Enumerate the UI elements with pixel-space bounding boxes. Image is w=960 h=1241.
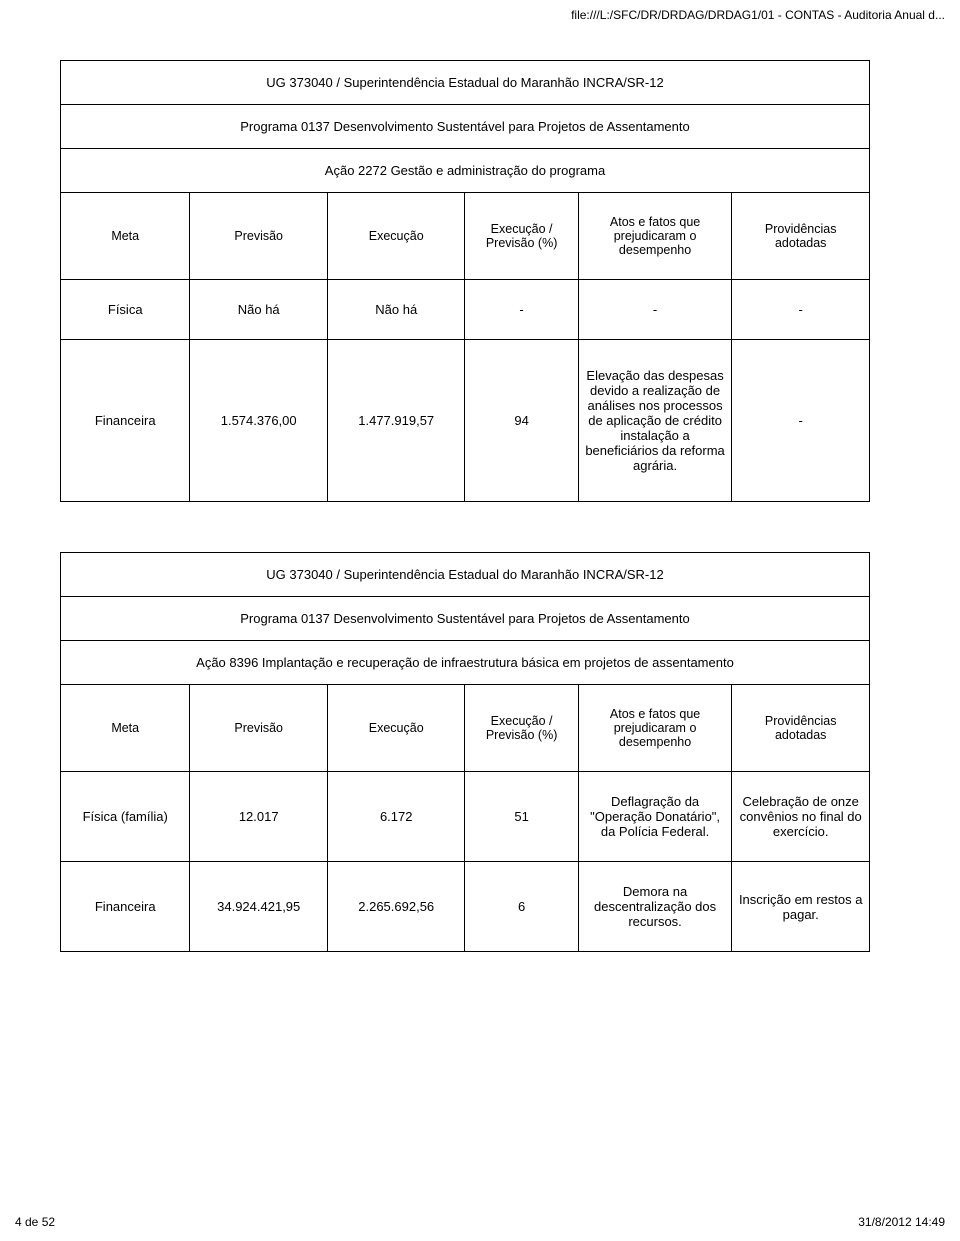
data-table-2: UG 373040 / Superintendência Estadual do… xyxy=(60,552,870,952)
table1-row1-exec-prev: - xyxy=(465,280,578,340)
table1-col-exec-prev: Execução / Previsão (%) xyxy=(465,193,578,280)
table1-row2-meta: Financeira xyxy=(61,340,190,502)
document-page: file:///L:/SFC/DR/DRDAG/DRDAG1/01 - CONT… xyxy=(0,0,960,1241)
table2-col-exec-prev: Execução / Previsão (%) xyxy=(465,685,578,772)
table2-action: Ação 8396 Implantação e recuperação de i… xyxy=(61,641,870,685)
table2-row1-previsao: 12.017 xyxy=(190,772,328,862)
table1-row1-providencias: - xyxy=(732,280,870,340)
footer-timestamp: 31/8/2012 14:49 xyxy=(858,1215,945,1229)
table2-row1-meta: Física (família) xyxy=(61,772,190,862)
table1-col-previsao: Previsão xyxy=(190,193,328,280)
table2-col-providencias: Providências adotadas xyxy=(732,685,870,772)
table1-action: Ação 2272 Gestão e administração do prog… xyxy=(61,149,870,193)
data-table-1: UG 373040 / Superintendência Estadual do… xyxy=(60,60,870,502)
header-file-path: file:///L:/SFC/DR/DRDAG/DRDAG1/01 - CONT… xyxy=(571,8,945,22)
table2-col-meta: Meta xyxy=(61,685,190,772)
table1-col-execucao: Execução xyxy=(327,193,465,280)
table2-row1-exec-prev: 51 xyxy=(465,772,578,862)
table1-row2-previsao: 1.574.376,00 xyxy=(190,340,328,502)
table2-program: Programa 0137 Desenvolvimento Sustentáve… xyxy=(61,597,870,641)
table1-row2-exec-prev: 94 xyxy=(465,340,578,502)
table1-row2-execucao: 1.477.919,57 xyxy=(327,340,465,502)
table1-row2-providencias: - xyxy=(732,340,870,502)
table1-col-atos: Atos e fatos que prejudicaram o desempen… xyxy=(578,193,732,280)
table2-row2-execucao: 2.265.692,56 xyxy=(327,862,465,952)
table2-title: UG 373040 / Superintendência Estadual do… xyxy=(61,553,870,597)
table2-col-atos: Atos e fatos que prejudicaram o desempen… xyxy=(578,685,732,772)
table2-row1-execucao: 6.172 xyxy=(327,772,465,862)
table2-row1-atos: Deflagração da "Operação Donatário", da … xyxy=(578,772,732,862)
table1-row1-execucao: Não há xyxy=(327,280,465,340)
table2-row1-providencias: Celebração de onze convênios no final do… xyxy=(732,772,870,862)
table1-row1-previsao: Não há xyxy=(190,280,328,340)
table2-row2-meta: Financeira xyxy=(61,862,190,952)
table2-row2-previsao: 34.924.421,95 xyxy=(190,862,328,952)
table2-row2-providencias: Inscrição em restos a pagar. xyxy=(732,862,870,952)
table2-row2-exec-prev: 6 xyxy=(465,862,578,952)
table1-row2-atos: Elevação das despesas devido a realizaçã… xyxy=(578,340,732,502)
table1-row1-atos: - xyxy=(578,280,732,340)
table1-title: UG 373040 / Superintendência Estadual do… xyxy=(61,61,870,105)
table-block-1: UG 373040 / Superintendência Estadual do… xyxy=(60,60,870,502)
table1-col-providencias: Providências adotadas xyxy=(732,193,870,280)
table1-program: Programa 0137 Desenvolvimento Sustentáve… xyxy=(61,105,870,149)
table2-col-execucao: Execução xyxy=(327,685,465,772)
footer-page-number: 4 de 52 xyxy=(15,1215,55,1229)
table2-col-previsao: Previsão xyxy=(190,685,328,772)
table1-col-meta: Meta xyxy=(61,193,190,280)
table-block-2: UG 373040 / Superintendência Estadual do… xyxy=(60,552,870,952)
table1-row1-meta: Física xyxy=(61,280,190,340)
table2-row2-atos: Demora na descentralização dos recursos. xyxy=(578,862,732,952)
